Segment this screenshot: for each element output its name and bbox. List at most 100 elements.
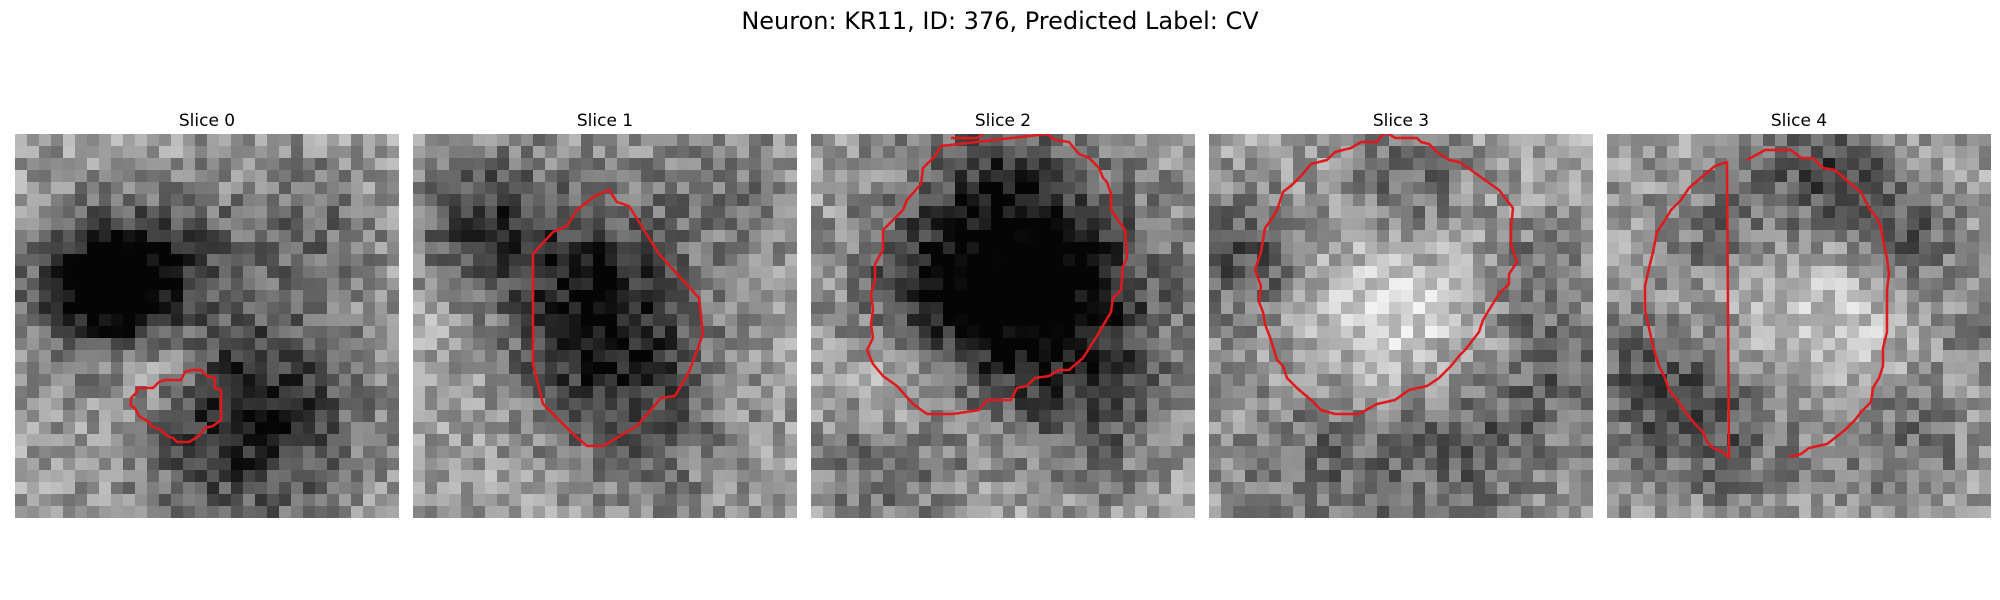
pixel (1099, 278, 1112, 291)
pixel (1099, 146, 1112, 159)
pixel (339, 374, 352, 387)
pixel (1027, 278, 1040, 291)
pixel (1063, 482, 1076, 495)
pixel (231, 446, 244, 459)
pixel (1401, 410, 1414, 423)
pixel (1171, 458, 1184, 471)
pixel (363, 470, 376, 483)
pixel (1907, 350, 1920, 363)
pixel (1509, 158, 1522, 171)
pixel (1967, 194, 1980, 207)
pixel (1449, 230, 1462, 243)
pixel (39, 254, 52, 267)
pixel (497, 470, 510, 483)
pixel (1679, 386, 1692, 399)
pixel (99, 146, 112, 159)
pixel (1557, 422, 1570, 435)
pixel (425, 398, 438, 411)
pixel (979, 506, 992, 518)
pixel (255, 386, 268, 399)
pixel (883, 398, 896, 411)
pixel (315, 242, 328, 255)
pixel (1269, 434, 1282, 447)
slice-panel-3: Slice 3 (1209, 110, 1593, 518)
pixel (1123, 146, 1136, 159)
pixel (387, 146, 399, 159)
pixel (1111, 434, 1124, 447)
pixel (895, 350, 908, 363)
pixel (931, 482, 944, 495)
pixel (1655, 338, 1668, 351)
pixel (1497, 398, 1510, 411)
pixel (737, 182, 750, 195)
pixel (1365, 398, 1378, 411)
pixel (279, 458, 292, 471)
pixel (497, 146, 510, 159)
pixel (315, 218, 328, 231)
pixel (449, 170, 462, 183)
pixel (1341, 374, 1354, 387)
pixel (1787, 314, 1800, 327)
pixel (327, 194, 340, 207)
pixel (713, 278, 726, 291)
pixel (761, 218, 774, 231)
pixel (1171, 146, 1184, 159)
pixel (15, 374, 28, 387)
pixel (111, 458, 124, 471)
pixel (1221, 338, 1234, 351)
pixel (1691, 230, 1704, 243)
pixel (1087, 254, 1100, 267)
pixel (243, 254, 256, 267)
pixel (811, 230, 824, 243)
pixel (1221, 314, 1234, 327)
pixel (979, 470, 992, 483)
pixel (773, 362, 786, 375)
pixel (1667, 254, 1680, 267)
pixel (883, 338, 896, 351)
pixel (943, 326, 956, 339)
pixel (207, 506, 220, 518)
pixel (1305, 230, 1318, 243)
pixel (1353, 170, 1366, 183)
pixel (27, 422, 40, 435)
pixel (1619, 326, 1632, 339)
pixel (1521, 158, 1534, 171)
pixel (39, 386, 52, 399)
pixel (823, 362, 836, 375)
pixel (1099, 446, 1112, 459)
pixel (545, 290, 558, 303)
pixel (1799, 206, 1812, 219)
pixel (171, 458, 184, 471)
pixel (725, 206, 738, 219)
pixel (1329, 254, 1342, 267)
pixel (75, 266, 88, 279)
pixel (943, 482, 956, 495)
pixel (171, 386, 184, 399)
pixel (171, 398, 184, 411)
pixel (665, 374, 678, 387)
pixel (87, 506, 100, 518)
pixel (737, 278, 750, 291)
pixel (1159, 266, 1172, 279)
pixel (339, 410, 352, 423)
pixel (1907, 218, 1920, 231)
pixel (593, 506, 606, 518)
pixel (1087, 290, 1100, 303)
pixel (823, 314, 836, 327)
pixel (1581, 182, 1593, 195)
pixel (1619, 290, 1632, 303)
pixel (1413, 434, 1426, 447)
pixel (1967, 182, 1980, 195)
pixel (1159, 158, 1172, 171)
pixel (737, 314, 750, 327)
pixel (27, 266, 40, 279)
pixel (1943, 374, 1956, 387)
pixel (1365, 494, 1378, 507)
pixel (979, 182, 992, 195)
pixel (871, 146, 884, 159)
pixel (15, 410, 28, 423)
pixel (1159, 374, 1172, 387)
pixel (1581, 134, 1593, 147)
pixel (1943, 338, 1956, 351)
pixel (1631, 254, 1644, 267)
